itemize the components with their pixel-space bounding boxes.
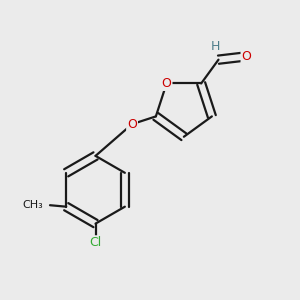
Text: O: O	[162, 77, 172, 90]
Text: H: H	[211, 40, 220, 53]
Text: O: O	[242, 50, 251, 63]
Text: Cl: Cl	[89, 236, 102, 249]
Text: O: O	[127, 118, 137, 130]
Text: CH₃: CH₃	[22, 200, 43, 210]
